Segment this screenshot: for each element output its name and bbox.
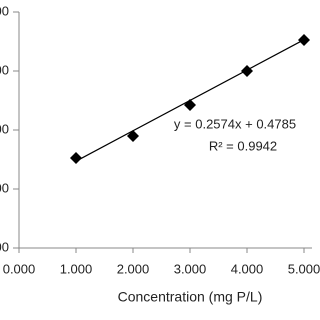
trend-equation: y = 0.2574x + 0.4785 <box>174 116 296 131</box>
data-point <box>241 65 253 77</box>
y-tick-label: 0.000 <box>0 239 9 254</box>
y-tick-label: 1.500 <box>0 62 9 77</box>
y-tick-label: 0.500 <box>0 180 9 195</box>
data-point <box>184 98 196 111</box>
x-tick-label: 0.000 <box>3 261 36 276</box>
data-point <box>298 33 310 46</box>
x-axis-label: Concentration (mg P/L) <box>118 289 263 305</box>
y-tick-label: 2.000 <box>0 3 9 18</box>
x-tick-label: 2.000 <box>117 261 150 276</box>
data-point <box>127 130 139 143</box>
r-squared: R² = 0.9942 <box>209 138 277 153</box>
x-tick-label: 1.000 <box>60 261 93 276</box>
x-tick-label: 3.000 <box>174 261 207 276</box>
x-tick-label: 4.000 <box>231 261 264 276</box>
x-tick-label: 5.000 <box>288 261 320 276</box>
y-tick-label: 1.000 <box>0 121 9 136</box>
data-point <box>70 151 82 164</box>
